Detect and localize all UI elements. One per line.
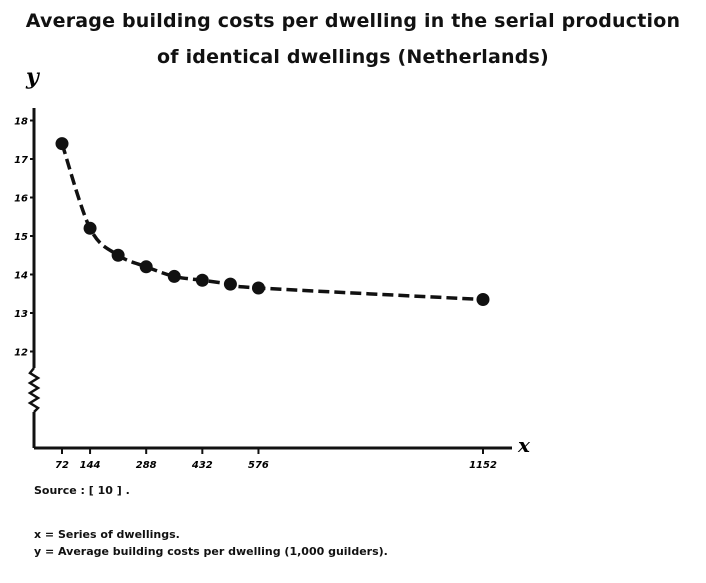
source-note: Source : [ 10 ] . xyxy=(34,484,130,497)
data-point xyxy=(195,273,209,287)
x-tick-label: 432 xyxy=(191,460,213,471)
x-tick-label: 144 xyxy=(80,460,101,471)
y-axis-label: y xyxy=(25,64,41,90)
x-tick-label: 576 xyxy=(248,460,269,471)
data-point xyxy=(167,269,181,283)
data-point xyxy=(476,293,490,307)
data-point xyxy=(139,260,153,274)
y-tick-label: 17 xyxy=(14,155,28,166)
data-point xyxy=(83,221,97,235)
y-tick-label: 18 xyxy=(14,117,28,128)
legend-x: x = Series of dwellings. xyxy=(34,528,180,541)
y-axis-break xyxy=(27,367,41,413)
y-tick-label: 13 xyxy=(14,309,28,320)
data-point xyxy=(111,248,125,262)
x-axis-label: x xyxy=(517,433,531,457)
x-tick-label: 1152 xyxy=(469,460,497,471)
x-tick-label: 288 xyxy=(136,460,157,471)
y-tick-label: 16 xyxy=(14,194,28,205)
data-point xyxy=(251,281,265,295)
y-tick-label: 14 xyxy=(14,271,28,282)
series-line xyxy=(60,143,484,302)
chart-title-line1: Average building costs per dwelling in t… xyxy=(25,10,681,32)
chart-title-line2: of identical dwellings (Netherlands) xyxy=(157,46,549,68)
y-tick-label: 12 xyxy=(14,348,28,359)
legend-y: y = Average building costs per dwelling … xyxy=(34,545,388,558)
y-tick-label: 15 xyxy=(14,232,28,243)
data-point xyxy=(55,137,69,151)
data-point xyxy=(223,277,237,291)
x-tick-label: 72 xyxy=(55,460,69,471)
